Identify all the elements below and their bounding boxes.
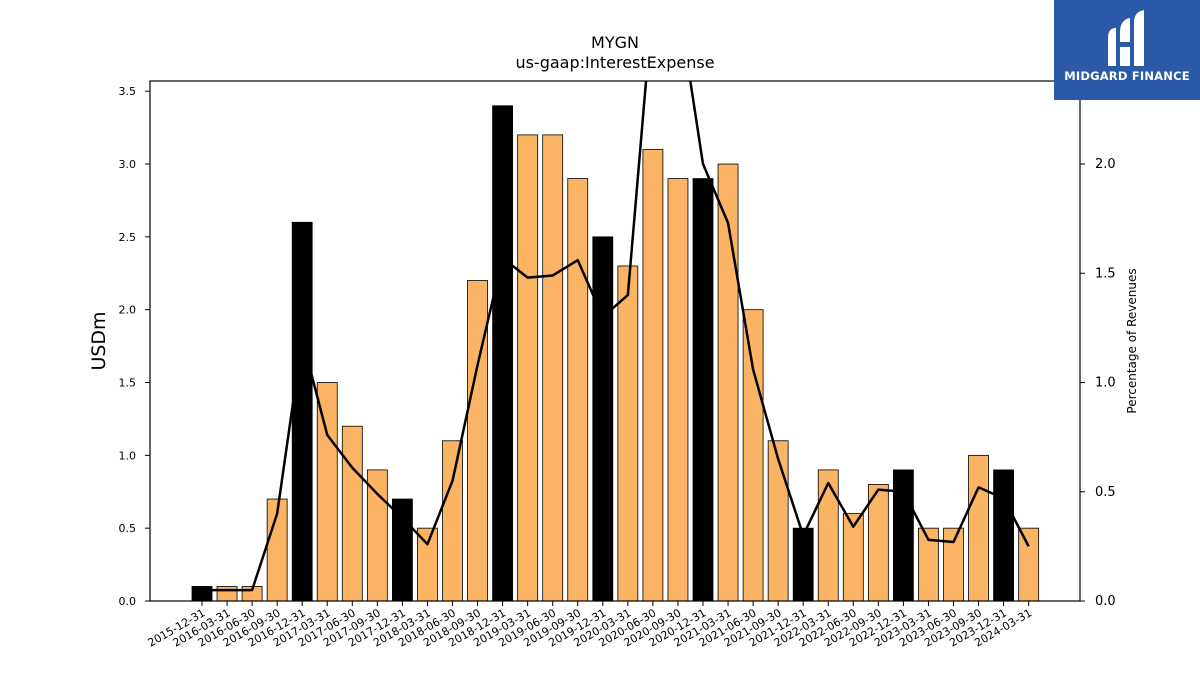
y-tick-label: 2.0 [119, 304, 137, 317]
bar [893, 469, 914, 602]
y-axis-right: 0.0 0.5 1.0 1.5 2.0 [1080, 157, 1116, 609]
percentage-line [202, 81, 1030, 592]
bar [542, 134, 564, 602]
y2-tick-label: 1.5 [1095, 266, 1116, 281]
bar [993, 469, 1014, 602]
bar [617, 265, 639, 602]
bar [792, 527, 814, 602]
y2-tick-label: 2.0 [1095, 157, 1116, 172]
y2-tick-label: 0.0 [1095, 594, 1116, 609]
bar [191, 586, 213, 602]
y-tick-label: 0.5 [119, 522, 137, 535]
chart-title: MYGN [591, 33, 639, 52]
chart-subtitle: us-gaap:InterestExpense [515, 53, 714, 72]
bar [567, 178, 589, 602]
bar [517, 134, 539, 602]
logo-text: MIDGARD FINANCE [1064, 69, 1190, 83]
bar [442, 440, 463, 602]
y2-axis-label: Percentage of Revenues [1125, 268, 1139, 413]
bar [968, 454, 989, 602]
y-axis-left: 0.0 0.5 1.0 1.5 2.0 2.5 3.0 3.5 [119, 85, 150, 608]
bar [291, 221, 313, 602]
plot-frame [149, 80, 1081, 602]
bar [216, 586, 238, 602]
y2-tick-label: 1.0 [1095, 376, 1116, 391]
bars-group [191, 105, 1040, 602]
bar [592, 236, 614, 602]
bar [417, 527, 438, 602]
bar [742, 309, 764, 602]
brand-logo: MIDGARD FINANCE [1054, 0, 1200, 100]
bar [316, 382, 338, 602]
bar [391, 498, 413, 602]
y-tick-label: 3.5 [119, 85, 137, 98]
bar [1018, 527, 1040, 602]
bar [817, 469, 839, 602]
y-tick-label: 2.5 [119, 231, 137, 244]
y2-tick-label: 0.5 [1095, 485, 1116, 500]
y-tick-label: 0.0 [119, 595, 137, 608]
line-group [202, 81, 1030, 592]
bar [467, 280, 488, 602]
bar [667, 178, 689, 602]
y-axis-label: USDm [88, 311, 110, 370]
bar [767, 440, 789, 602]
bar [341, 425, 363, 602]
bar [492, 105, 514, 602]
bar [692, 178, 714, 602]
y-tick-label: 1.5 [119, 377, 137, 390]
logo-mark-icon [1108, 10, 1144, 66]
y-tick-label: 3.0 [119, 158, 137, 171]
x-axis: 2015-12-312016-03-312016-06-302016-09-30… [146, 601, 1034, 650]
y-tick-label: 1.0 [119, 449, 137, 462]
bar [642, 149, 664, 602]
bar [366, 469, 388, 602]
